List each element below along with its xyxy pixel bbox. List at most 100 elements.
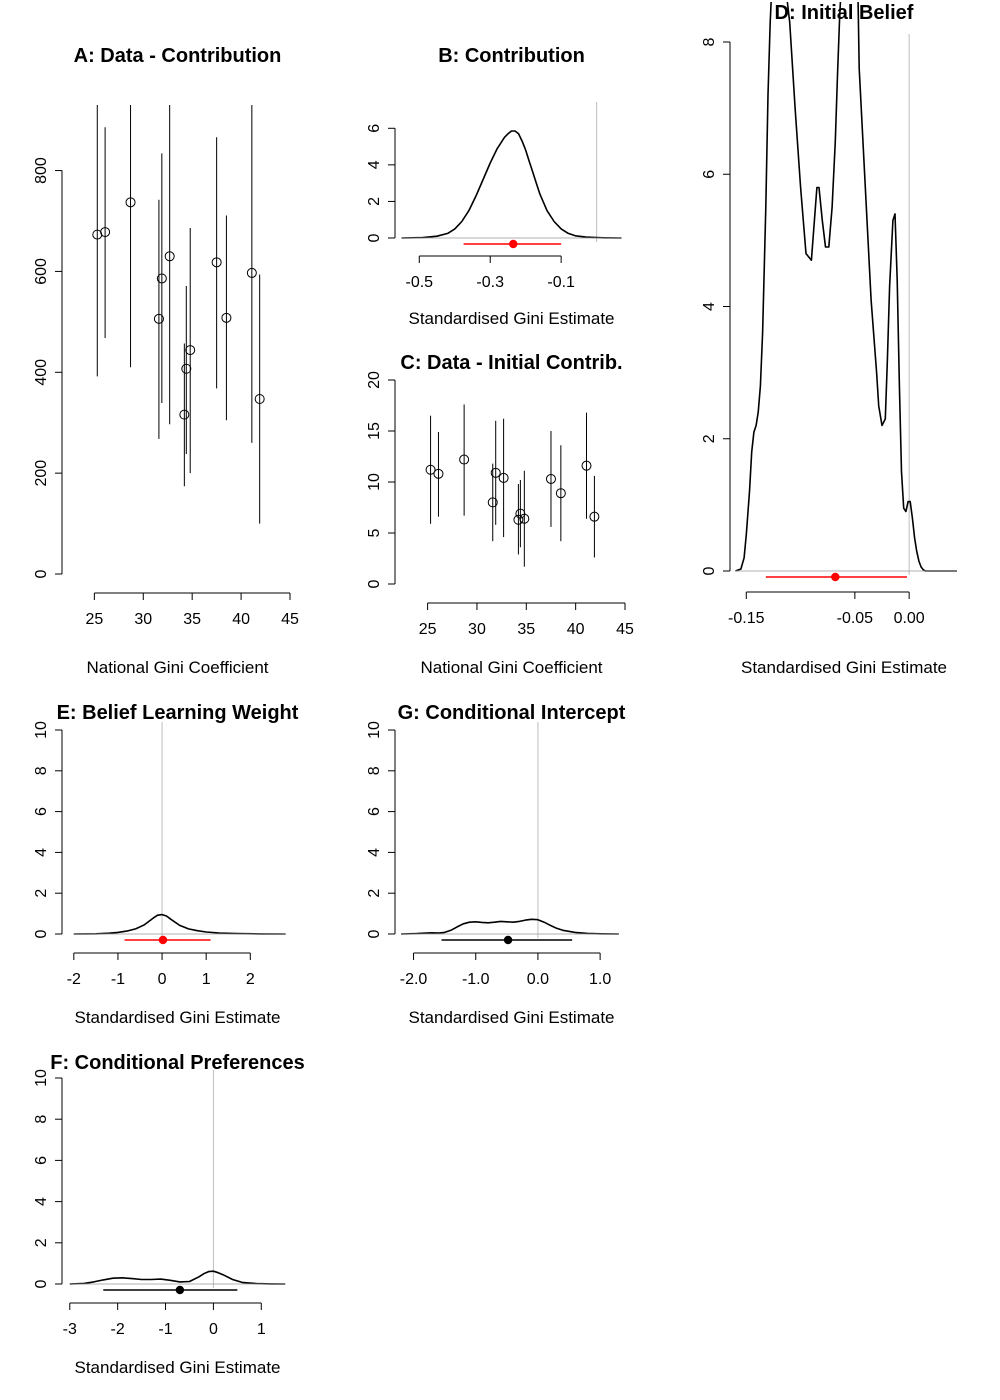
point-estimate bbox=[831, 572, 840, 582]
x-tick-label: -0.15 bbox=[728, 610, 765, 627]
panel-title: C: Data - Initial Contrib. bbox=[400, 352, 622, 374]
x-tick-label: -0.3 bbox=[476, 274, 504, 291]
x-tick-label: 1 bbox=[202, 971, 211, 988]
data-point bbox=[221, 312, 232, 323]
x-tick-label: 0.0 bbox=[527, 971, 549, 988]
data-point bbox=[581, 460, 592, 471]
density-curve bbox=[735, 2, 957, 572]
y-tick-label: 0 bbox=[33, 569, 50, 578]
y-tick-label: 6 bbox=[366, 807, 383, 816]
y-tick-label: 6 bbox=[33, 1156, 50, 1165]
y-tick-label: 20 bbox=[366, 371, 383, 389]
panel-D: D: Initial Belief Standardised Gini Estim… bbox=[701, 2, 957, 677]
data-point bbox=[211, 257, 222, 268]
x-axis-label: Standardised Gini Estimate bbox=[75, 1008, 281, 1027]
panel-F: F: Conditional Preferences Standardised G… bbox=[33, 1052, 305, 1377]
y-tick-label: 6 bbox=[33, 807, 50, 816]
y-tick-label: 8 bbox=[366, 766, 383, 775]
x-tick-label: 1.0 bbox=[589, 971, 611, 988]
y-tick-label: 400 bbox=[33, 359, 50, 386]
panel-E: E: Belief Learning Weight Standardised Gi… bbox=[33, 702, 299, 1027]
x-tick-label: -3 bbox=[63, 1321, 77, 1338]
density-curve bbox=[73, 913, 286, 935]
data-point bbox=[254, 394, 265, 405]
panel-title: B: Contribution bbox=[438, 45, 585, 67]
y-tick-label: 800 bbox=[33, 157, 50, 184]
density-curve bbox=[401, 130, 622, 239]
panel-A: A: Data - Contribution National Gini Coef… bbox=[33, 45, 299, 677]
x-tick-label: 45 bbox=[616, 621, 634, 638]
x-tick-label: 0 bbox=[209, 1321, 218, 1338]
data-point bbox=[490, 467, 501, 478]
x-axis-label: Standardised Gini Estimate bbox=[75, 1358, 281, 1377]
data-point bbox=[433, 468, 444, 479]
point-estimate bbox=[175, 1285, 185, 1295]
y-tick-label: 0 bbox=[366, 579, 383, 588]
x-tick-label: 45 bbox=[281, 611, 299, 628]
x-tick-label: -2 bbox=[67, 971, 81, 988]
x-tick-label: 30 bbox=[134, 611, 152, 628]
x-tick-label: -1 bbox=[158, 1321, 172, 1338]
x-axis-label: Standardised Gini Estimate bbox=[741, 658, 947, 677]
data-point bbox=[153, 313, 164, 324]
panel-C: C: Data - Initial Contrib. National Gini … bbox=[366, 352, 634, 677]
y-tick-label: 8 bbox=[33, 1115, 50, 1124]
y-tick-label: 6 bbox=[701, 170, 718, 179]
y-tick-label: 4 bbox=[366, 160, 383, 169]
y-tick-label: 10 bbox=[33, 721, 50, 739]
x-tick-label: 40 bbox=[567, 621, 585, 638]
y-tick-label: 600 bbox=[33, 258, 50, 285]
density-curve bbox=[69, 1270, 286, 1285]
y-tick-label: 10 bbox=[366, 721, 383, 739]
panel-B: B: Contribution Standardised Gini Estimat… bbox=[366, 45, 622, 328]
y-tick-label: 5 bbox=[366, 528, 383, 537]
y-tick-label: 8 bbox=[701, 37, 718, 46]
y-tick-label: 15 bbox=[366, 422, 383, 440]
y-tick-label: 4 bbox=[366, 848, 383, 857]
panel-title: E: Belief Learning Weight bbox=[57, 702, 299, 724]
y-tick-label: 0 bbox=[701, 566, 718, 575]
x-tick-label: -0.05 bbox=[837, 610, 874, 627]
x-axis-label: National Gini Coefficient bbox=[86, 658, 268, 677]
y-tick-label: 4 bbox=[33, 848, 50, 857]
y-tick-label: 2 bbox=[366, 197, 383, 206]
y-tick-label: 10 bbox=[366, 473, 383, 491]
point-estimate bbox=[503, 935, 513, 945]
y-tick-label: 2 bbox=[701, 434, 718, 443]
data-point bbox=[246, 267, 257, 278]
x-tick-label: 1 bbox=[257, 1321, 266, 1338]
x-tick-label: 0 bbox=[158, 971, 167, 988]
data-point bbox=[100, 227, 111, 238]
data-point bbox=[92, 229, 103, 240]
x-tick-label: 35 bbox=[517, 621, 535, 638]
x-tick-label: 40 bbox=[232, 611, 250, 628]
x-tick-label: -0.5 bbox=[405, 274, 433, 291]
data-point bbox=[185, 345, 196, 356]
x-tick-label: -2 bbox=[111, 1321, 125, 1338]
x-tick-label: -0.1 bbox=[547, 274, 575, 291]
density-curve bbox=[401, 918, 619, 935]
x-tick-label: 2 bbox=[246, 971, 255, 988]
x-axis-label: Standardised Gini Estimate bbox=[409, 309, 615, 328]
y-tick-label: 10 bbox=[33, 1069, 50, 1087]
panel-title: G: Conditional Intercept bbox=[398, 702, 626, 724]
data-point bbox=[164, 251, 175, 262]
panel-title: D: Initial Belief bbox=[775, 2, 914, 24]
panel-G: G: Conditional Intercept Standardised Gin… bbox=[366, 702, 626, 1027]
point-estimate bbox=[158, 935, 168, 945]
data-point bbox=[589, 511, 600, 522]
point-estimate bbox=[509, 239, 518, 249]
x-axis-label: National Gini Coefficient bbox=[420, 658, 602, 677]
data-point bbox=[156, 273, 167, 284]
y-tick-label: 2 bbox=[33, 1238, 50, 1247]
data-point bbox=[519, 513, 530, 524]
panel-title: A: Data - Contribution bbox=[74, 45, 282, 67]
x-tick-label: -1 bbox=[111, 971, 125, 988]
data-point bbox=[515, 508, 526, 519]
x-tick-label: -1.0 bbox=[462, 971, 490, 988]
y-tick-label: 6 bbox=[366, 124, 383, 133]
x-tick-label: 35 bbox=[183, 611, 201, 628]
x-axis-label: Standardised Gini Estimate bbox=[409, 1008, 615, 1027]
data-point bbox=[513, 514, 524, 525]
